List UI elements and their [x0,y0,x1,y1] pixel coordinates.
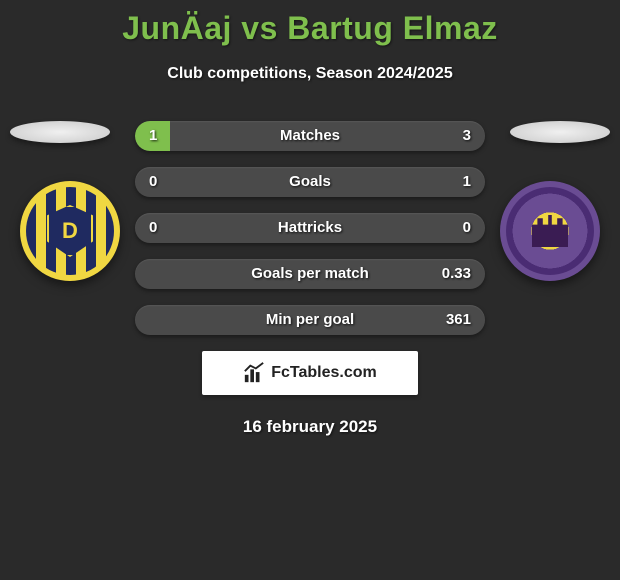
stat-value-right: 0.33 [442,259,471,289]
chart-icon [243,362,265,384]
stat-label: Hattricks [135,213,485,243]
stat-row: Min per goal361 [135,305,485,335]
brand-text: FcTables.com [271,364,377,382]
brand-badge[interactable]: FcTables.com [202,351,418,395]
crest-left-inner: D [26,187,114,275]
crest-left-shield: D [47,205,93,257]
stat-label: Goals [135,167,485,197]
stat-label: Matches [135,121,485,151]
crest-left: D [20,181,120,281]
stat-value-right: 1 [463,167,471,197]
stat-label: Min per goal [135,305,485,335]
stats-list: 1Matches30Goals10Hattricks0Goals per mat… [135,121,485,335]
stat-row: 0Goals1 [135,167,485,197]
page-subtitle: Club competitions, Season 2024/2025 [0,65,620,83]
match-date: 16 february 2025 [0,417,620,437]
stat-value-right: 361 [446,305,471,335]
stat-value-right: 3 [463,121,471,151]
stat-label: Goals per match [135,259,485,289]
platform-left [10,121,110,143]
stat-row: Goals per match0.33 [135,259,485,289]
stat-row: 0Hattricks0 [135,213,485,243]
comparison-panel: D 1Matches30Goals10Hattricks0Goals per m… [0,121,620,437]
stat-row: 1Matches3 [135,121,485,151]
platform-right [510,121,610,143]
crest-right-castle [532,215,568,247]
page-title: JunÄaj vs Bartug Elmaz [0,0,620,47]
stat-value-right: 0 [463,213,471,243]
crest-right [500,181,600,281]
crest-right-inner [506,187,594,275]
